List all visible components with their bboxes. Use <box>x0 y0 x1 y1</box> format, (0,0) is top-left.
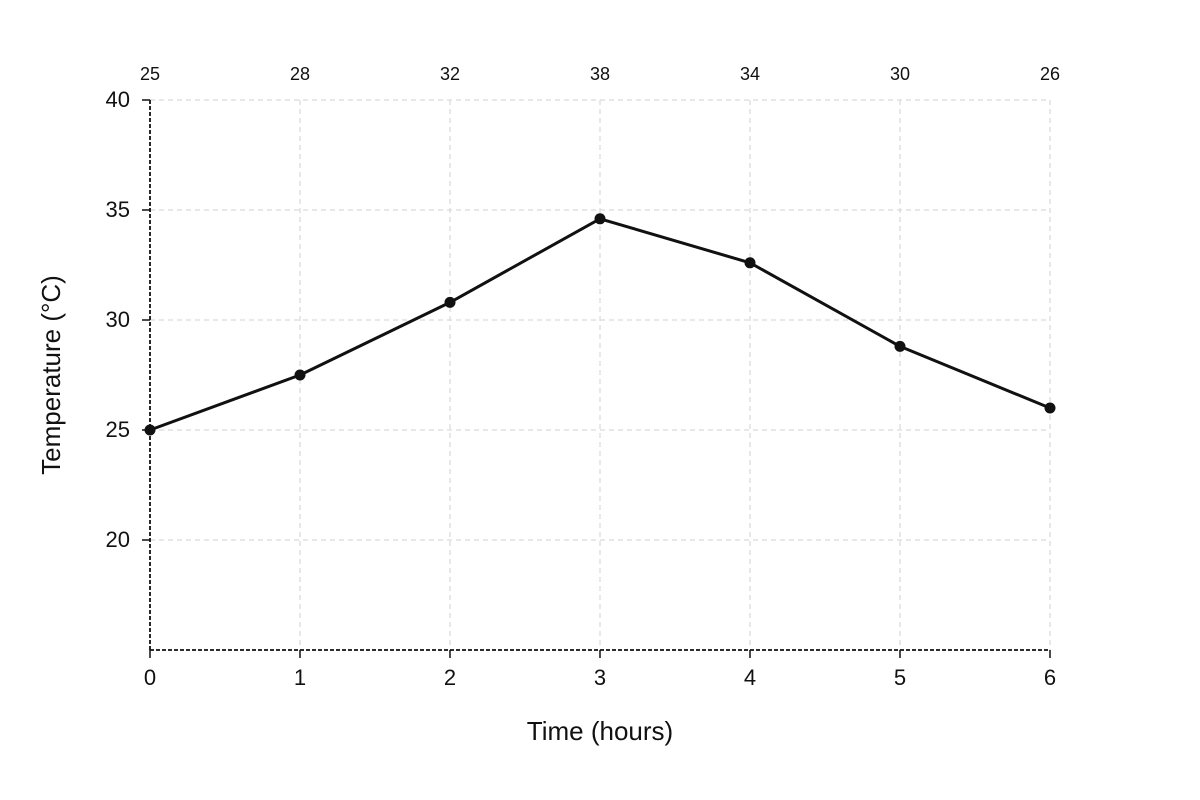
data-point <box>444 296 456 308</box>
top-value-label: 30 <box>890 64 910 84</box>
data-point <box>744 257 756 269</box>
grid-lines <box>150 99 1051 650</box>
data-point <box>294 369 306 381</box>
series-layer <box>144 213 1056 436</box>
x-tick-label: 1 <box>294 665 306 690</box>
x-tick-label: 0 <box>144 665 156 690</box>
x-axis-title: Time (hours) <box>527 716 673 746</box>
top-value-labels: 25 28 32 38 34 30 26 <box>140 64 1060 84</box>
x-tick-label: 3 <box>594 665 606 690</box>
x-tick-label: 4 <box>744 665 756 690</box>
x-tick-label: 6 <box>1044 665 1056 690</box>
tick-labels: 0 1 2 3 4 5 6 20 25 30 35 40 <box>106 87 1057 690</box>
data-point <box>894 340 906 352</box>
y-tick-label: 30 <box>106 307 130 332</box>
y-tick-label: 25 <box>106 417 130 442</box>
axes <box>142 99 1051 658</box>
y-axis-title: Temperature (°C) <box>36 275 66 475</box>
top-value-label: 32 <box>440 64 460 84</box>
x-tick-label: 2 <box>444 665 456 690</box>
x-tick-label: 5 <box>894 665 906 690</box>
data-point <box>594 213 606 225</box>
top-value-label: 26 <box>1040 64 1060 84</box>
top-value-label: 34 <box>740 64 760 84</box>
top-value-label: 25 <box>140 64 160 84</box>
data-point <box>1044 402 1056 414</box>
top-value-label: 28 <box>290 64 310 84</box>
data-point <box>144 424 156 436</box>
y-tick-label: 20 <box>106 527 130 552</box>
y-tick-label: 40 <box>106 87 130 112</box>
top-value-label: 38 <box>590 64 610 84</box>
y-tick-label: 35 <box>106 197 130 222</box>
